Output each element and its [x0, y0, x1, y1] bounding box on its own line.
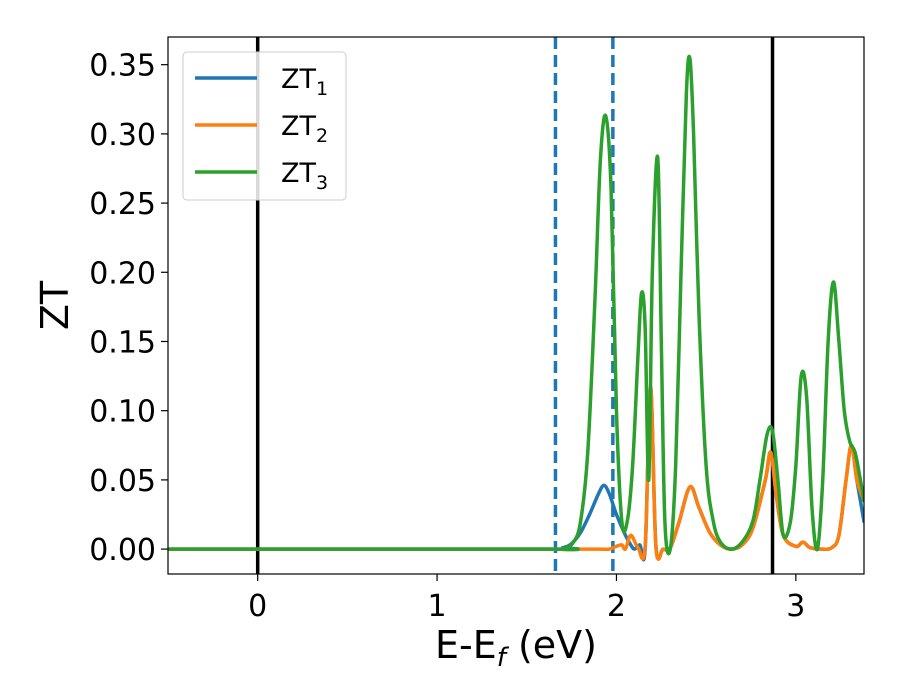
- x-axis-title-unit: (eV): [506, 623, 597, 667]
- x-axis-title-main: E-E: [435, 623, 497, 667]
- y-tick-label: 0.35: [89, 49, 156, 84]
- legend: ZT1 ZT2 ZT3: [182, 51, 347, 201]
- x-tick-label: 1: [428, 589, 447, 624]
- y-tick-label: 0.05: [89, 464, 156, 499]
- y-tick-label: 0.25: [89, 187, 156, 222]
- x-tick-label: 2: [607, 589, 626, 624]
- legend-box: [182, 51, 347, 201]
- legend-label-zt3: ZT3: [281, 158, 328, 194]
- y-tick-label: 0.30: [89, 118, 156, 153]
- x-tick-label: 0: [248, 589, 267, 624]
- series-line-zt3: [168, 54, 864, 556]
- x-axis-title: E-Ef (eV): [435, 623, 597, 673]
- x-axis-ticks: 0 1 2 3: [248, 574, 805, 624]
- y-tick-label: 0.10: [89, 395, 156, 430]
- y-axis-ticks: 0.00 0.05 0.10 0.15 0.20 0.25 0.30 0.35: [89, 49, 168, 568]
- legend-label-zt1: ZT1: [281, 64, 328, 100]
- x-tick-label: 3: [786, 589, 805, 624]
- series-lines: [168, 54, 864, 562]
- y-tick-label: 0.20: [89, 256, 156, 291]
- y-tick-label: 0.15: [89, 325, 156, 360]
- y-tick-label: 0.00: [89, 533, 156, 568]
- plot-frame: [167, 36, 865, 575]
- y-axis-title: ZT: [33, 280, 77, 330]
- legend-label-zt2: ZT2: [281, 111, 328, 147]
